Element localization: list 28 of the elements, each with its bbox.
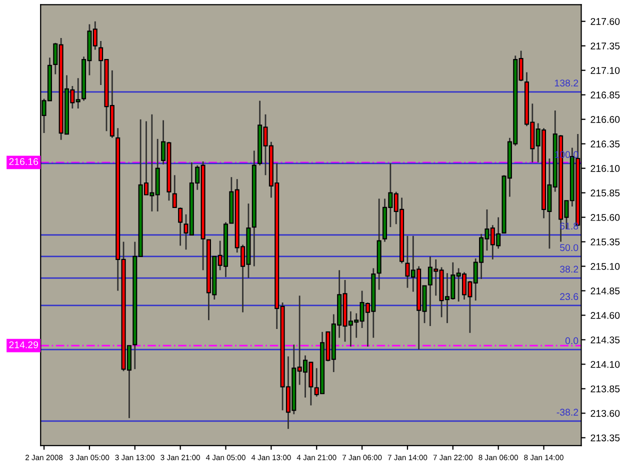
y-tick-label: 217.35: [590, 42, 620, 50]
annotation: -38.2: [556, 408, 578, 416]
ref-line-label: 216.16: [9, 158, 38, 166]
candlestick: [178, 206, 183, 246]
annotation: 138.2: [554, 80, 578, 86]
y-tick-label: 217.10: [590, 67, 620, 74]
y-tick-label: 213.85: [590, 385, 620, 392]
y-tick-label: 214.85: [590, 287, 620, 294]
y-tick-label: 217.60: [590, 18, 620, 25]
y-tick-label: 213.60: [590, 410, 620, 417]
y-tick-label: 214.60: [590, 312, 620, 319]
annotation: 0.0: [565, 337, 578, 344]
y-tick-label: 214.10: [590, 360, 620, 368]
y-tick-label: 214.35: [590, 336, 620, 344]
y-tick-label: 216.35: [590, 140, 620, 148]
ref-line-label: 214.29: [9, 341, 38, 348]
annotation: 38.2: [560, 266, 578, 273]
y-tick-label: 213.35: [590, 434, 620, 442]
candlestick: [172, 174, 177, 208]
y-tick-label: 215.35: [590, 238, 620, 246]
y-tick-label: 215.60: [590, 214, 620, 221]
y-tick-label: 216.85: [590, 92, 620, 98]
y-tick-label: 216.10: [590, 165, 620, 172]
y-tick-label: 215.85: [590, 190, 620, 196]
annotation: 50.0: [560, 244, 578, 252]
y-tick-label: 216.60: [590, 116, 620, 123]
annotation: 23.6: [560, 293, 578, 300]
y-tick-label: 215.10: [590, 263, 620, 270]
